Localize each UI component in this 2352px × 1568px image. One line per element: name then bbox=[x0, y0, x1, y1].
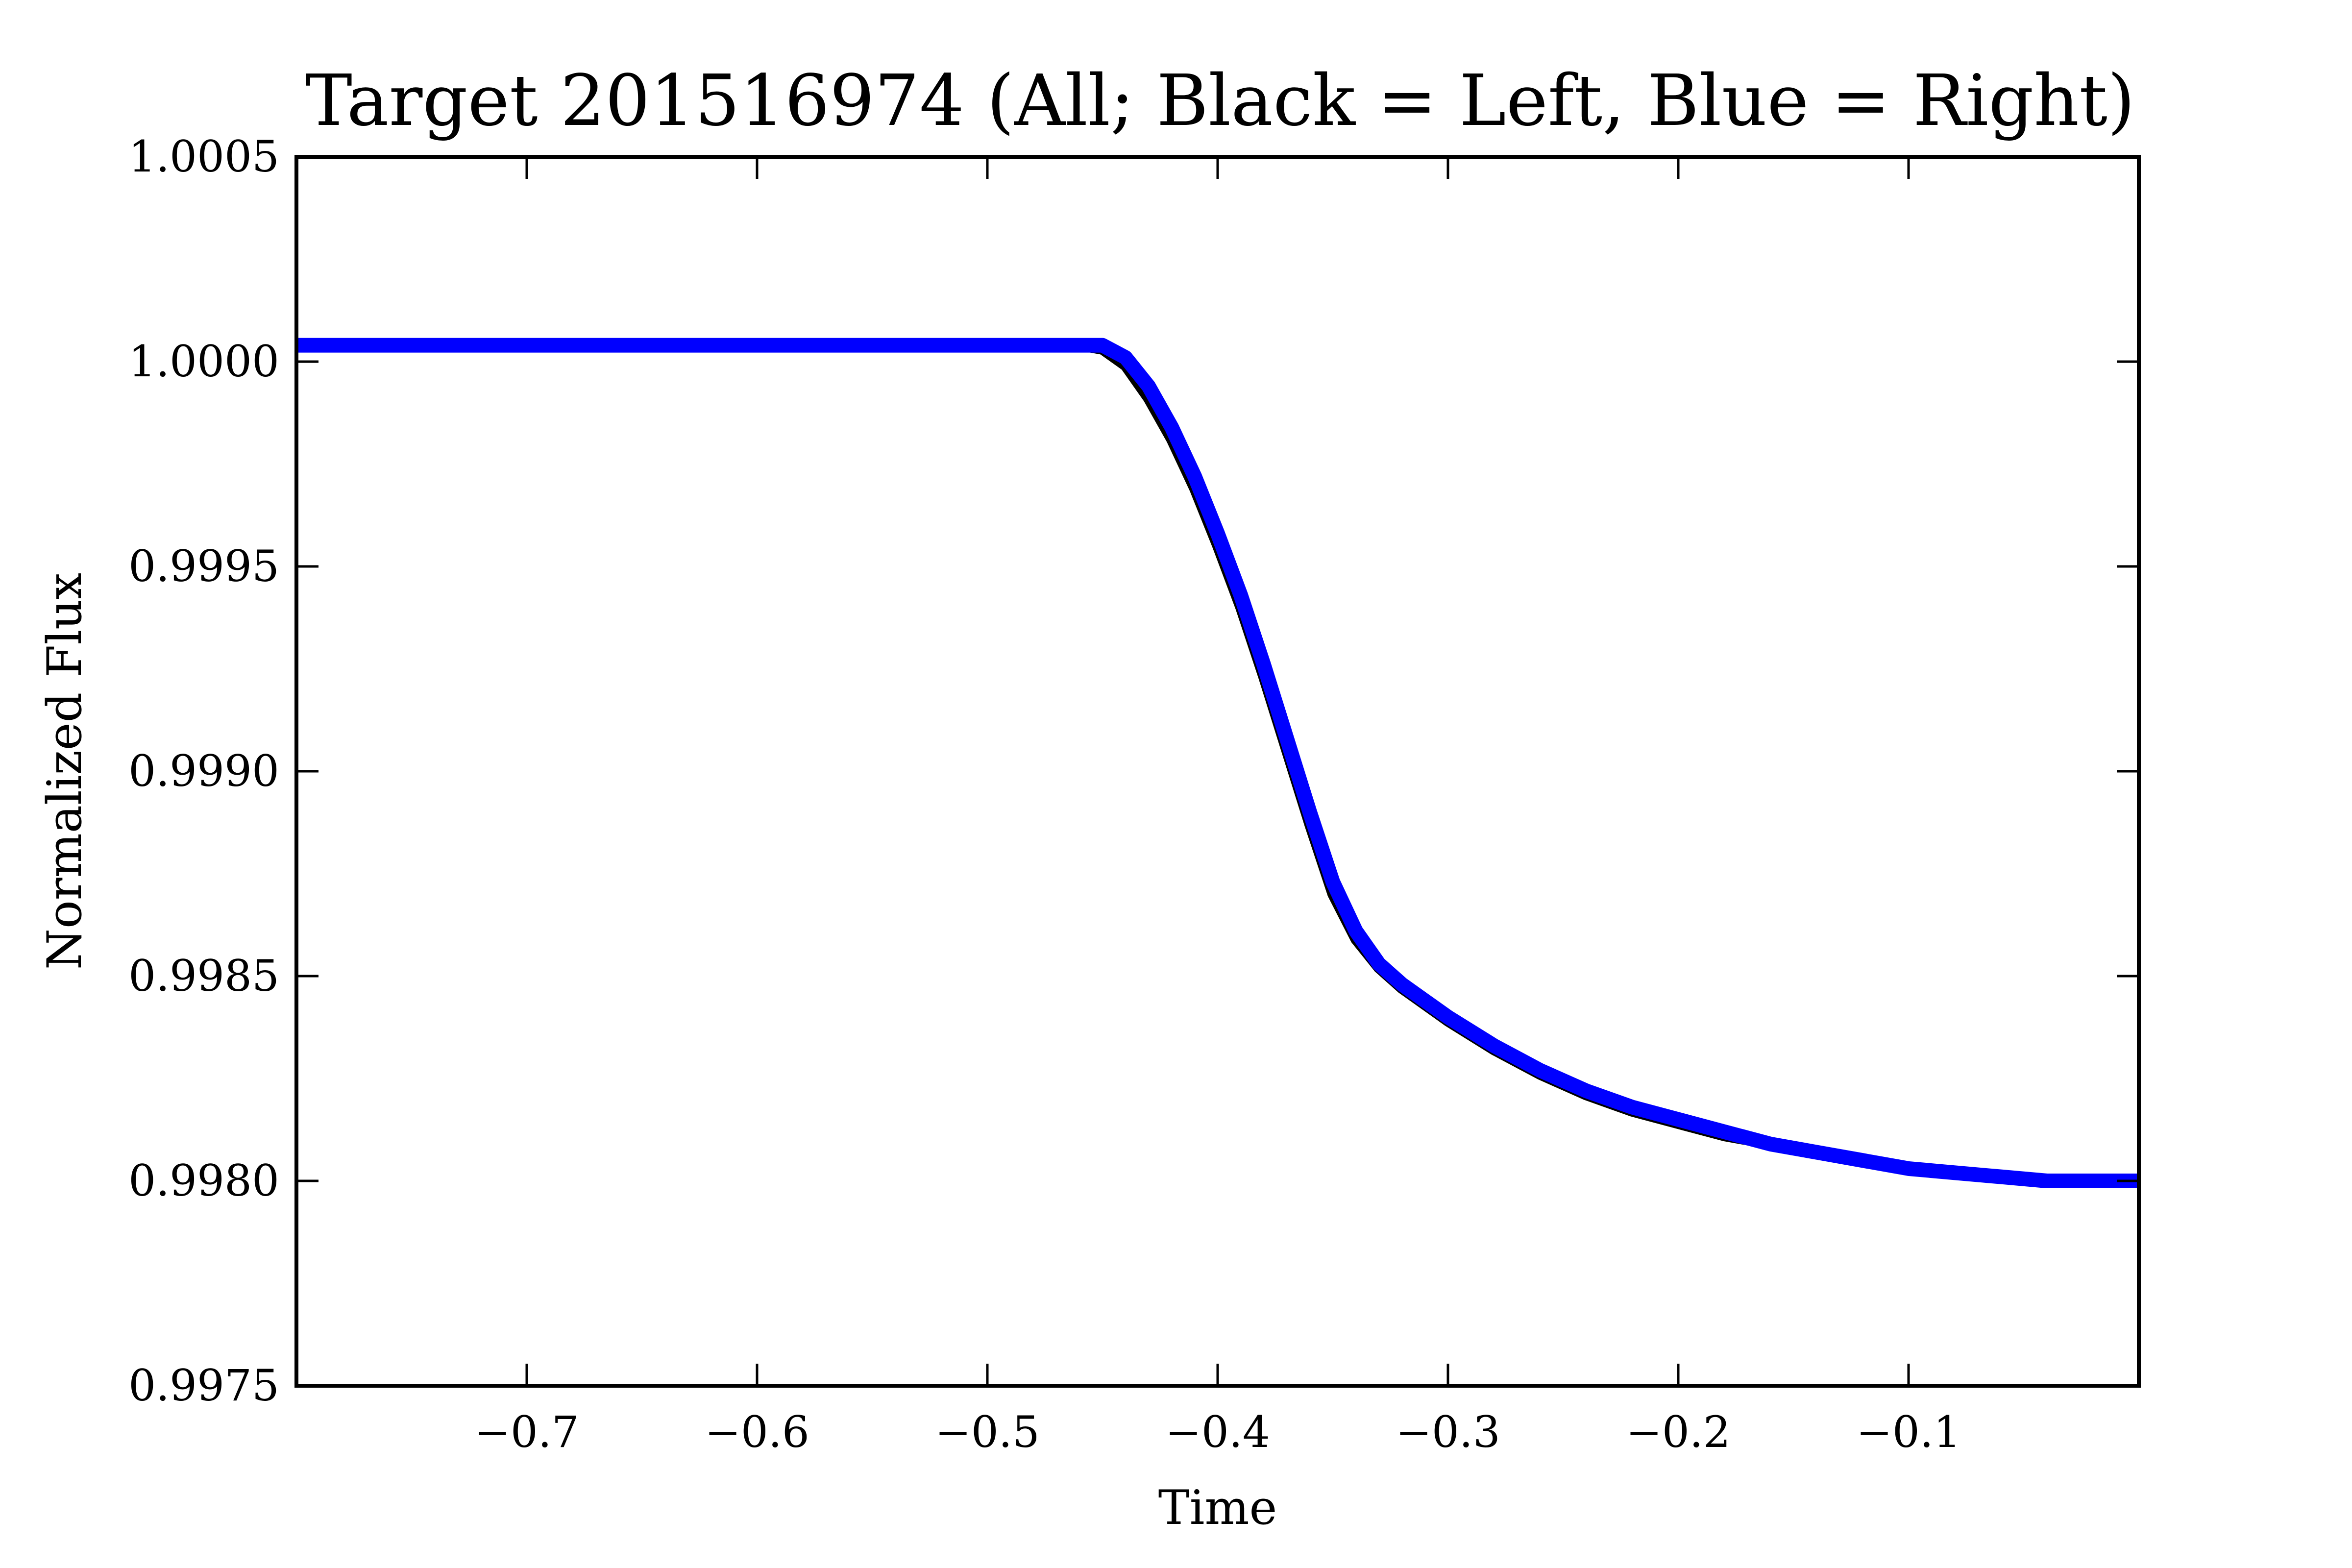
y-tick-labels: 0.9975 0.9980 0.9985 0.9990 0.9995 1.0000 1.00… bbox=[128, 131, 279, 1411]
x-tick-label: −0.7 bbox=[474, 1407, 579, 1457]
y-axis-label: Normalized Flux bbox=[37, 573, 92, 970]
y-tick-label: 1.0005 bbox=[128, 131, 279, 182]
x-tick-label: −0.1 bbox=[1856, 1407, 1961, 1457]
chart-title: Target 201516974 (All; Black = Left, Blu… bbox=[305, 59, 2135, 142]
plot-background bbox=[296, 157, 2139, 1386]
y-tick-label: 1.0000 bbox=[128, 336, 279, 387]
x-tick-label: −0.4 bbox=[1165, 1407, 1270, 1457]
plot-area bbox=[294, 155, 2141, 1388]
x-tick-label: −0.5 bbox=[935, 1407, 1040, 1457]
series-line-2 bbox=[296, 338, 2139, 1188]
x-tick-label: −0.2 bbox=[1626, 1407, 1731, 1457]
y-tick-label: 0.9995 bbox=[128, 541, 279, 591]
x-tick-label: −0.3 bbox=[1396, 1407, 1500, 1457]
y-tick-label: 0.9990 bbox=[128, 746, 279, 796]
series-layer bbox=[296, 338, 2139, 1188]
y-tick-label: 0.9975 bbox=[128, 1360, 279, 1411]
x-axis-label: Time bbox=[1158, 1480, 1277, 1535]
x-tick-labels: −0.7 −0.6 −0.5 −0.4 −0.3 −0.2 −0.1 bbox=[474, 1407, 1961, 1457]
y-tick-label: 0.9980 bbox=[128, 1155, 279, 1206]
x-tick-label: −0.6 bbox=[705, 1407, 809, 1457]
plot-frame bbox=[294, 155, 2141, 1388]
y-tick-label: 0.9985 bbox=[128, 951, 279, 1001]
